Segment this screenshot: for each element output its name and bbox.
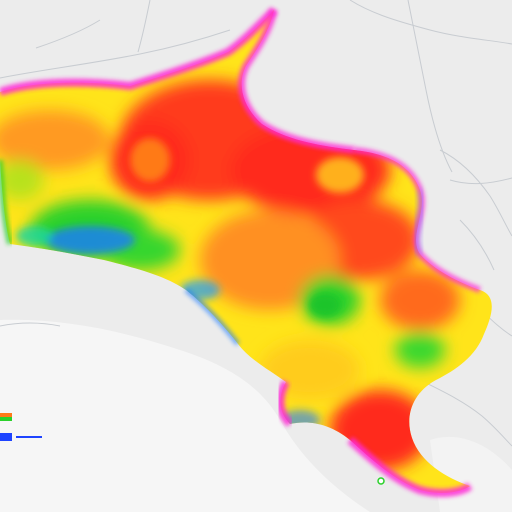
region-edge-glow: [0, 7, 482, 497]
country-borders: [0, 0, 512, 447]
legend-item: [0, 410, 118, 424]
sea-area: [0, 319, 370, 512]
legend-item: [0, 452, 118, 466]
legend-swatch: [0, 433, 12, 441]
location-marker-icon: [377, 477, 385, 485]
legend-line: [16, 436, 42, 438]
legend-swatch: [0, 413, 12, 421]
legend-item: [0, 430, 118, 444]
map-legend: [0, 380, 120, 470]
